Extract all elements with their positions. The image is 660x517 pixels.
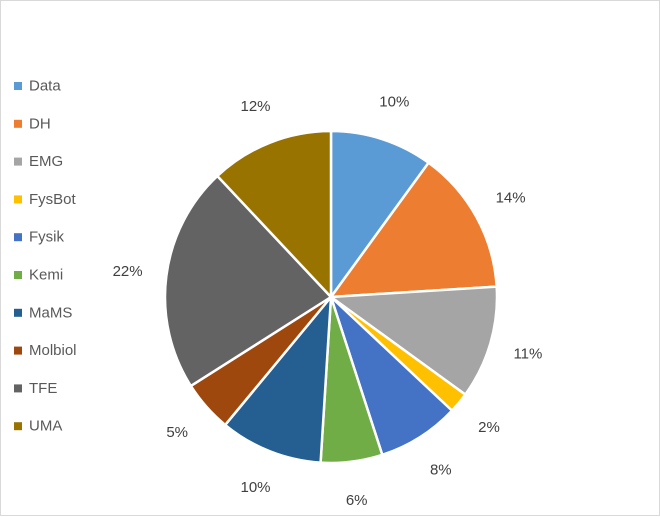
pie-slice-dh — [329, 161, 498, 299]
legend-swatch-tfe — [14, 384, 22, 393]
data-label-dh: 14% — [496, 190, 526, 207]
data-label-fysbot: 2% — [478, 419, 500, 436]
legend-label-tfe: TFE — [29, 380, 57, 397]
data-labels: 10% 14% 11% 2% 8% 6% 10% 5% 22% 12% — [113, 94, 543, 509]
legend-swatch-kemi — [14, 271, 22, 279]
data-label-data: 10% — [379, 94, 409, 111]
data-label-molbiol: 5% — [166, 424, 188, 441]
legend-label-fysbot: FysBot — [29, 191, 77, 208]
data-label-uma: 12% — [240, 98, 270, 115]
legend-swatch-molbiol — [14, 346, 22, 355]
legend-swatch-uma — [14, 422, 22, 431]
data-label-emg: 11% — [513, 346, 542, 363]
legend-swatch-fysbot — [14, 195, 22, 204]
pie-slice-uma — [216, 129, 333, 299]
legend-label-emg: EMG — [29, 153, 63, 170]
legend-label-fysik: Fysik — [29, 229, 64, 246]
data-label-tfe: 22% — [113, 263, 143, 280]
pie-slice-tfe — [163, 174, 333, 388]
legend-swatch-data — [14, 82, 22, 90]
legend-label-dh: DH — [29, 115, 51, 132]
pie-slice-emg — [329, 285, 499, 396]
legend-label-molbiol: Molbiol — [29, 342, 77, 359]
pie-slices — [163, 129, 499, 465]
data-label-fysik: 8% — [430, 462, 452, 479]
legend-label-data: Data — [29, 78, 61, 95]
legend-swatch-mams — [14, 308, 22, 317]
data-label-kemi: 6% — [346, 492, 368, 509]
legend-swatch-fysik — [14, 233, 22, 242]
data-label-mams: 10% — [240, 479, 270, 496]
legend-swatch-emg — [14, 157, 22, 166]
pie-slice-data — [329, 129, 430, 299]
legend-label-uma: UMA — [29, 418, 62, 435]
legend-label-kemi: Kemi — [29, 267, 63, 284]
legend-swatch-dh — [14, 119, 22, 128]
legend-label-mams: MaMS — [29, 304, 72, 321]
pie-slice-mams — [223, 295, 333, 464]
legend: Data DH EMG FysBot Fysik Kemi MaMS Molbiol TFE UM… — [14, 78, 77, 435]
